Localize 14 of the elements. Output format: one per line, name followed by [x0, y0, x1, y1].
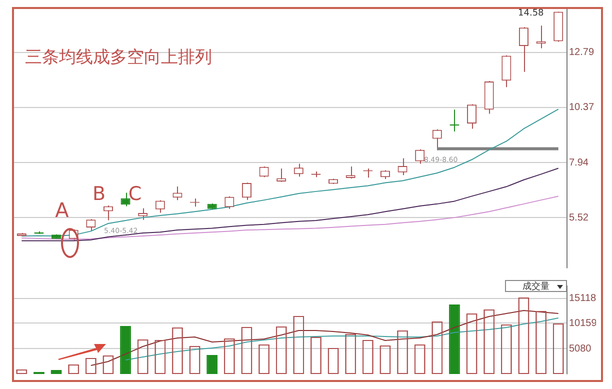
- y-tick-label: 10159: [569, 318, 598, 329]
- y-tick-label: 10.37: [569, 102, 594, 114]
- y-tick-label: 15118: [569, 293, 597, 304]
- annotation: C: [128, 182, 142, 205]
- annotation: 成交量: [522, 282, 550, 292]
- y-tick-label: 12.79: [569, 47, 594, 58]
- annotation: 14.58: [518, 8, 544, 18]
- y-tick-label: 7.94: [569, 157, 589, 168]
- annotation: B: [92, 182, 106, 205]
- annotation: A: [55, 198, 70, 222]
- dropdown-field: 成交量: [505, 280, 567, 292]
- y-tick-label: 5.52: [569, 212, 589, 224]
- y-tick-label: 5080: [569, 343, 592, 354]
- annotation: 三条均线成多空向上排列: [25, 47, 212, 68]
